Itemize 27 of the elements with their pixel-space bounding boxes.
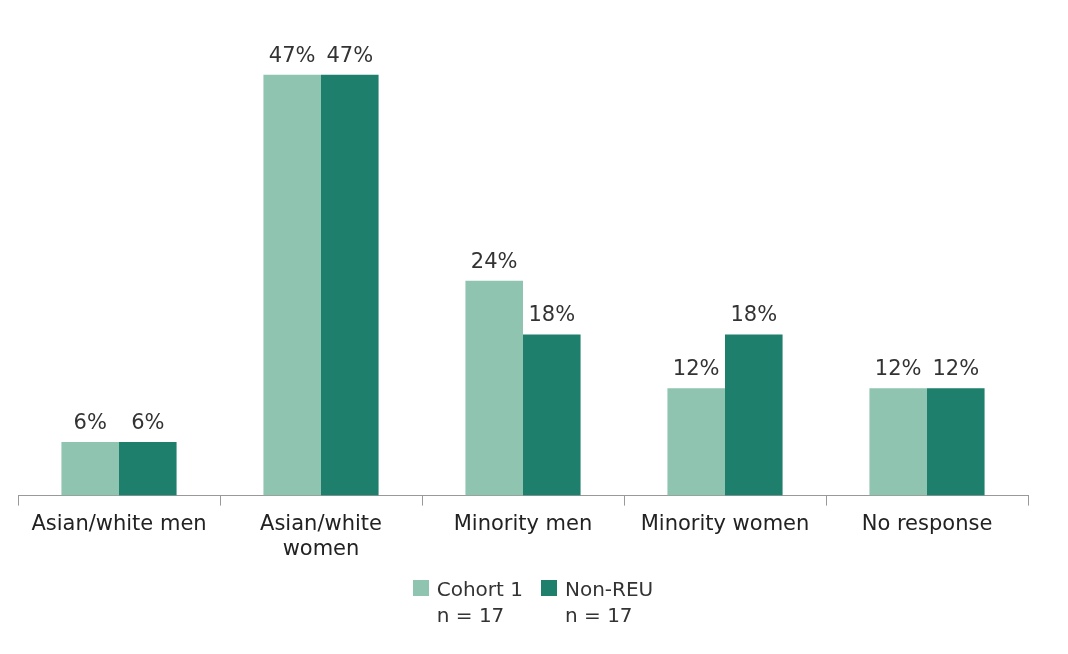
bar [263,74,321,496]
x-tick-label: Asian/white women [260,510,382,560]
data-label: 18% [730,302,778,327]
legend-label: Non-REU n = 17 [565,576,654,628]
data-label: 47% [268,42,316,67]
x-tick-label: Minority men [453,510,593,535]
data-label: 12% [672,356,720,381]
data-label: 12% [874,356,922,381]
bar [725,334,783,496]
bar [61,441,119,496]
data-label: 18% [528,302,576,327]
bar [523,334,581,496]
bar [465,280,523,496]
bar [869,388,927,496]
legend-label: Cohort 1 n = 17 [436,576,523,628]
x-tick-label: No response [861,510,993,535]
bar [119,441,177,496]
bar [321,74,379,496]
data-label: 47% [326,42,374,67]
bar [667,388,725,496]
data-label: 12% [932,356,980,381]
data-label: 6% [73,409,107,434]
data-label: 24% [470,248,518,273]
bar [927,388,985,496]
data-label: 6% [131,409,165,434]
x-tick-label: Asian/white men [31,510,207,535]
x-tick-label: Minority women [640,510,810,535]
